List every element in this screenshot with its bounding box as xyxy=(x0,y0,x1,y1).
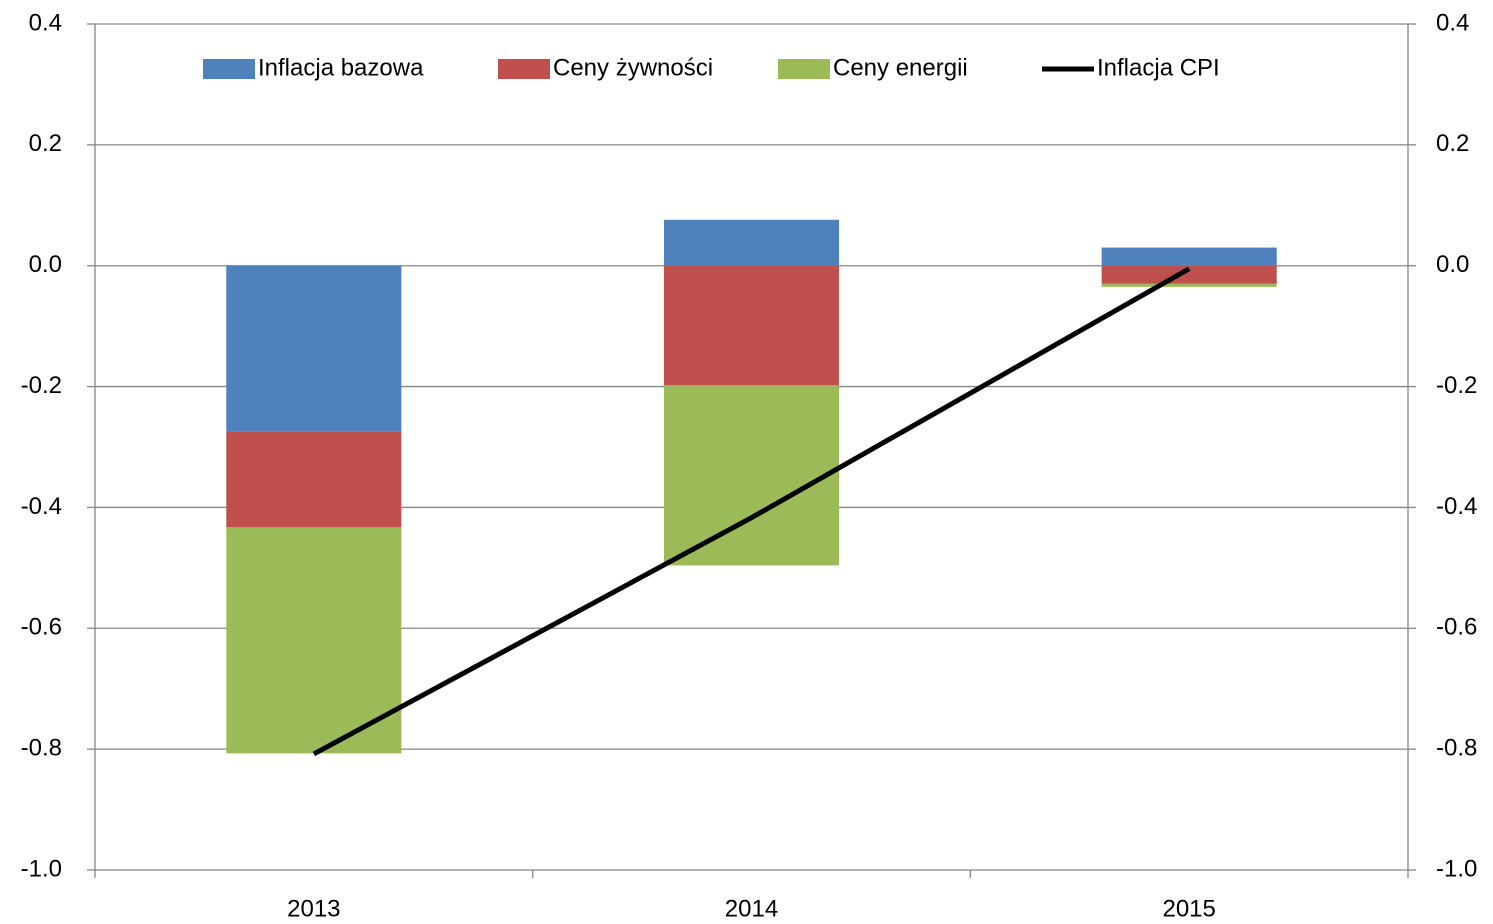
bar xyxy=(1101,283,1277,287)
bar xyxy=(226,431,402,528)
y2-tick-label: -0.4 xyxy=(1436,493,1477,520)
line xyxy=(312,266,1191,757)
y-tick-label: -0.8 xyxy=(21,734,62,761)
bar xyxy=(1101,247,1277,266)
legend-label: Inflacja CPI xyxy=(1097,54,1220,81)
bar xyxy=(663,219,840,266)
y2-tick-label: -0.8 xyxy=(1436,734,1477,761)
y-tick-label: 0.4 xyxy=(29,9,62,36)
y2-tick-label: -0.6 xyxy=(1436,614,1477,641)
bar xyxy=(226,527,402,754)
bar xyxy=(663,265,840,386)
bar xyxy=(1101,265,1277,284)
x-tick-label: 2013 xyxy=(287,895,340,922)
y-tick-label: -1.0 xyxy=(21,855,62,882)
x-tick-label: 2014 xyxy=(725,895,778,922)
y2-tick-label: -1.0 xyxy=(1436,855,1477,882)
bar xyxy=(663,385,840,566)
bar xyxy=(226,265,402,432)
y2-tick-label: 0.2 xyxy=(1436,130,1469,157)
legend-label: Inflacja bazowa xyxy=(258,54,424,81)
y-tick-label: 0.2 xyxy=(29,130,62,157)
y-tick-label: -0.2 xyxy=(21,372,62,399)
legend-swatch xyxy=(778,59,830,79)
y2-tick-label: -0.2 xyxy=(1436,372,1477,399)
y2-tick-label: 0.4 xyxy=(1436,9,1469,36)
y2-tick-label: 0.0 xyxy=(1436,251,1469,278)
legend-label: Ceny energii xyxy=(833,54,968,81)
x-tick-label: 2015 xyxy=(1162,895,1215,922)
y-tick-label: 0.0 xyxy=(29,251,62,278)
legend-swatch xyxy=(498,59,550,79)
legend-label: Ceny żywności xyxy=(553,54,713,81)
y-tick-label: -0.6 xyxy=(21,614,62,641)
legend-swatch xyxy=(203,59,255,79)
y-tick-label: -0.4 xyxy=(21,493,62,520)
